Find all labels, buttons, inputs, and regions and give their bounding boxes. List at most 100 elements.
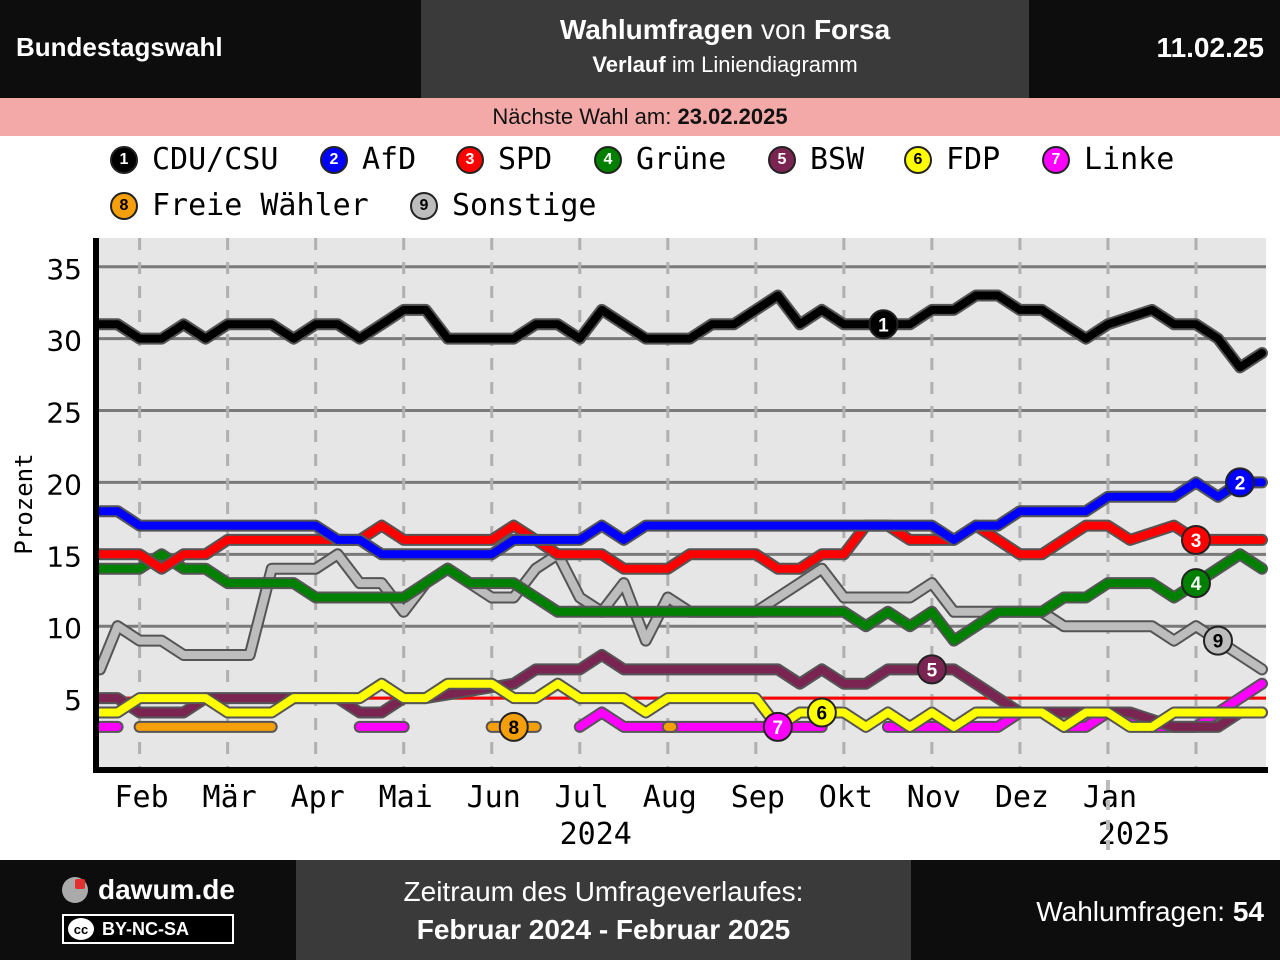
poll-count-value: 54: [1232, 896, 1264, 927]
legend-item-8: 8 Freie Wähler: [110, 188, 369, 223]
legend-badge: 4: [594, 145, 622, 174]
series-badge-label: 7: [773, 718, 784, 739]
legend-badge: 8: [110, 191, 138, 220]
poll-count-label: Wahlumfragen:: [1036, 896, 1233, 927]
x-tick-label: Jun: [467, 780, 521, 815]
x-tick-label: Jul: [555, 780, 609, 815]
x-tick-label: Sep: [731, 780, 785, 815]
legend-label: Linke: [1084, 142, 1175, 177]
election-name: Bundestagswahl: [16, 32, 223, 62]
x-tick-label: Mär: [203, 780, 257, 815]
legend-item-9: 9 Sonstige: [410, 188, 597, 223]
license-badge[interactable]: cc BY-NC-SA: [62, 914, 234, 944]
chart-date: 11.02.25: [1156, 32, 1264, 63]
legend-item-1: 1 CDU/CSU: [110, 142, 278, 177]
y-tick-label: 10: [46, 612, 82, 645]
line-chart: 5 10 15 20 25 30 35 1 2 3 4 5 6 7 8 9 Feb Mär Apr Mai Jun Jul…: [10, 238, 1268, 858]
series-badge-2: [1224, 467, 1255, 498]
legend-label: CDU/CSU: [152, 142, 279, 177]
series-badge-label: 1: [878, 315, 889, 336]
x-tick-label: Okt: [819, 780, 873, 815]
series-line-1: [96, 291, 1266, 372]
x-tick-label: Feb: [115, 780, 169, 815]
legend-badge: 5: [768, 145, 796, 174]
series-badge-label: 2: [1235, 473, 1246, 494]
subtitle-part-2: im Liniendiagramm: [665, 52, 858, 77]
chart-title: Wahlumfragen von Forsa: [421, 14, 1029, 46]
legend-item-3: 3 SPD: [456, 142, 552, 177]
x-tick-label: Aug: [643, 780, 697, 815]
series-badge-3: [1180, 524, 1211, 555]
legend-label: SPD: [498, 142, 553, 177]
series-badge-7: [762, 711, 793, 742]
subtitle-part-1: Verlauf: [592, 52, 666, 77]
series-badge-6: [806, 697, 837, 728]
title-part-2: von: [753, 14, 814, 45]
footer-brand-box: dawum.de cc BY-NC-SA: [0, 860, 296, 960]
y-tick-label: 5: [64, 684, 82, 717]
series-line-7: [575, 708, 826, 731]
footer-bar: dawum.de cc BY-NC-SA Zeitraum des Umfrag…: [0, 860, 1280, 960]
legend-label: FDP: [946, 142, 1001, 177]
legend-badge: 6: [904, 145, 932, 174]
series-line-3: [96, 521, 1266, 573]
series-line-9: [96, 550, 1266, 674]
legend-item-4: 4 Grüne: [594, 142, 726, 177]
poll-count: Wahlumfragen: 54: [1036, 896, 1264, 928]
license-text: BY-NC-SA: [102, 918, 190, 939]
legend-badge: 2: [320, 145, 348, 174]
series-badge-label: 6: [817, 703, 828, 724]
series-badge-1: [868, 309, 899, 340]
series-line-5: [96, 651, 1266, 731]
series-badge-label: 9: [1213, 632, 1224, 653]
legend-label: Sonstige: [452, 188, 597, 223]
chart-title-box: Wahlumfragen von Forsa Verlauf im Linien…: [421, 0, 1029, 98]
series-badge-9: [1202, 625, 1233, 656]
year-label: 2024: [560, 817, 632, 852]
y-tick-label: 35: [46, 253, 82, 286]
legend-item-6: 6 FDP: [904, 142, 1000, 177]
next-election-label: Nächste Wahl am:: [492, 104, 678, 129]
y-axis-label: Prozent: [10, 453, 38, 554]
legend-label: Grüne: [636, 142, 727, 177]
period-value: Februar 2024 - Februar 2025: [416, 914, 791, 945]
legend-item-5: 5 BSW: [768, 142, 864, 177]
legend-badge: 7: [1042, 145, 1070, 174]
legend-item-2: 2 AfD: [320, 142, 416, 177]
series-badge-label: 8: [508, 718, 519, 739]
next-election-bar: Nächste Wahl am: 23.02.2025: [0, 98, 1280, 136]
legend-item-7: 7 Linke: [1042, 142, 1174, 177]
next-election-date: 23.02.2025: [677, 104, 788, 129]
brand[interactable]: dawum.de: [62, 874, 235, 906]
series-line-6: [96, 679, 1266, 731]
legend-label: AfD: [362, 142, 417, 177]
legend-label: Freie Wähler: [152, 188, 369, 223]
series-line-2: [96, 478, 1266, 559]
legend-badge: 9: [410, 191, 438, 220]
y-tick-label: 25: [46, 397, 82, 430]
y-tick-label: 15: [46, 540, 82, 573]
x-tick-label: Dez: [995, 780, 1049, 815]
series-badge-8: [498, 711, 529, 742]
series-badge-label: 5: [927, 660, 938, 681]
legend-badge: 3: [456, 145, 484, 174]
legend-badge: 1: [110, 145, 138, 174]
series-badge-4: [1180, 568, 1211, 599]
x-tick-label: Mai: [379, 780, 433, 815]
period-label: Zeitraum des Umfrageverlaufes:: [403, 876, 804, 907]
chart-subtitle: Verlauf im Liniendiagramm: [421, 52, 1029, 78]
x-tick-label: Apr: [291, 780, 345, 815]
series-badge-label: 3: [1191, 531, 1202, 552]
header-bar: Bundestagswahl Wahlumfragen von Forsa Ve…: [0, 0, 1280, 98]
title-part-1: Wahlumfragen: [559, 14, 754, 45]
series-line-4: [96, 550, 1266, 645]
cc-icon: cc: [68, 918, 94, 940]
dawum-logo-icon: [62, 877, 88, 903]
series-badge-5: [916, 654, 947, 685]
title-part-3: Forsa: [813, 14, 891, 45]
x-tick-label: Nov: [907, 780, 961, 815]
period-box: Zeitraum des Umfrageverlaufes: Februar 2…: [296, 860, 911, 960]
brand-name: dawum.de: [98, 874, 235, 905]
series-badge-label: 4: [1191, 574, 1202, 595]
y-tick-label: 20: [46, 468, 82, 501]
